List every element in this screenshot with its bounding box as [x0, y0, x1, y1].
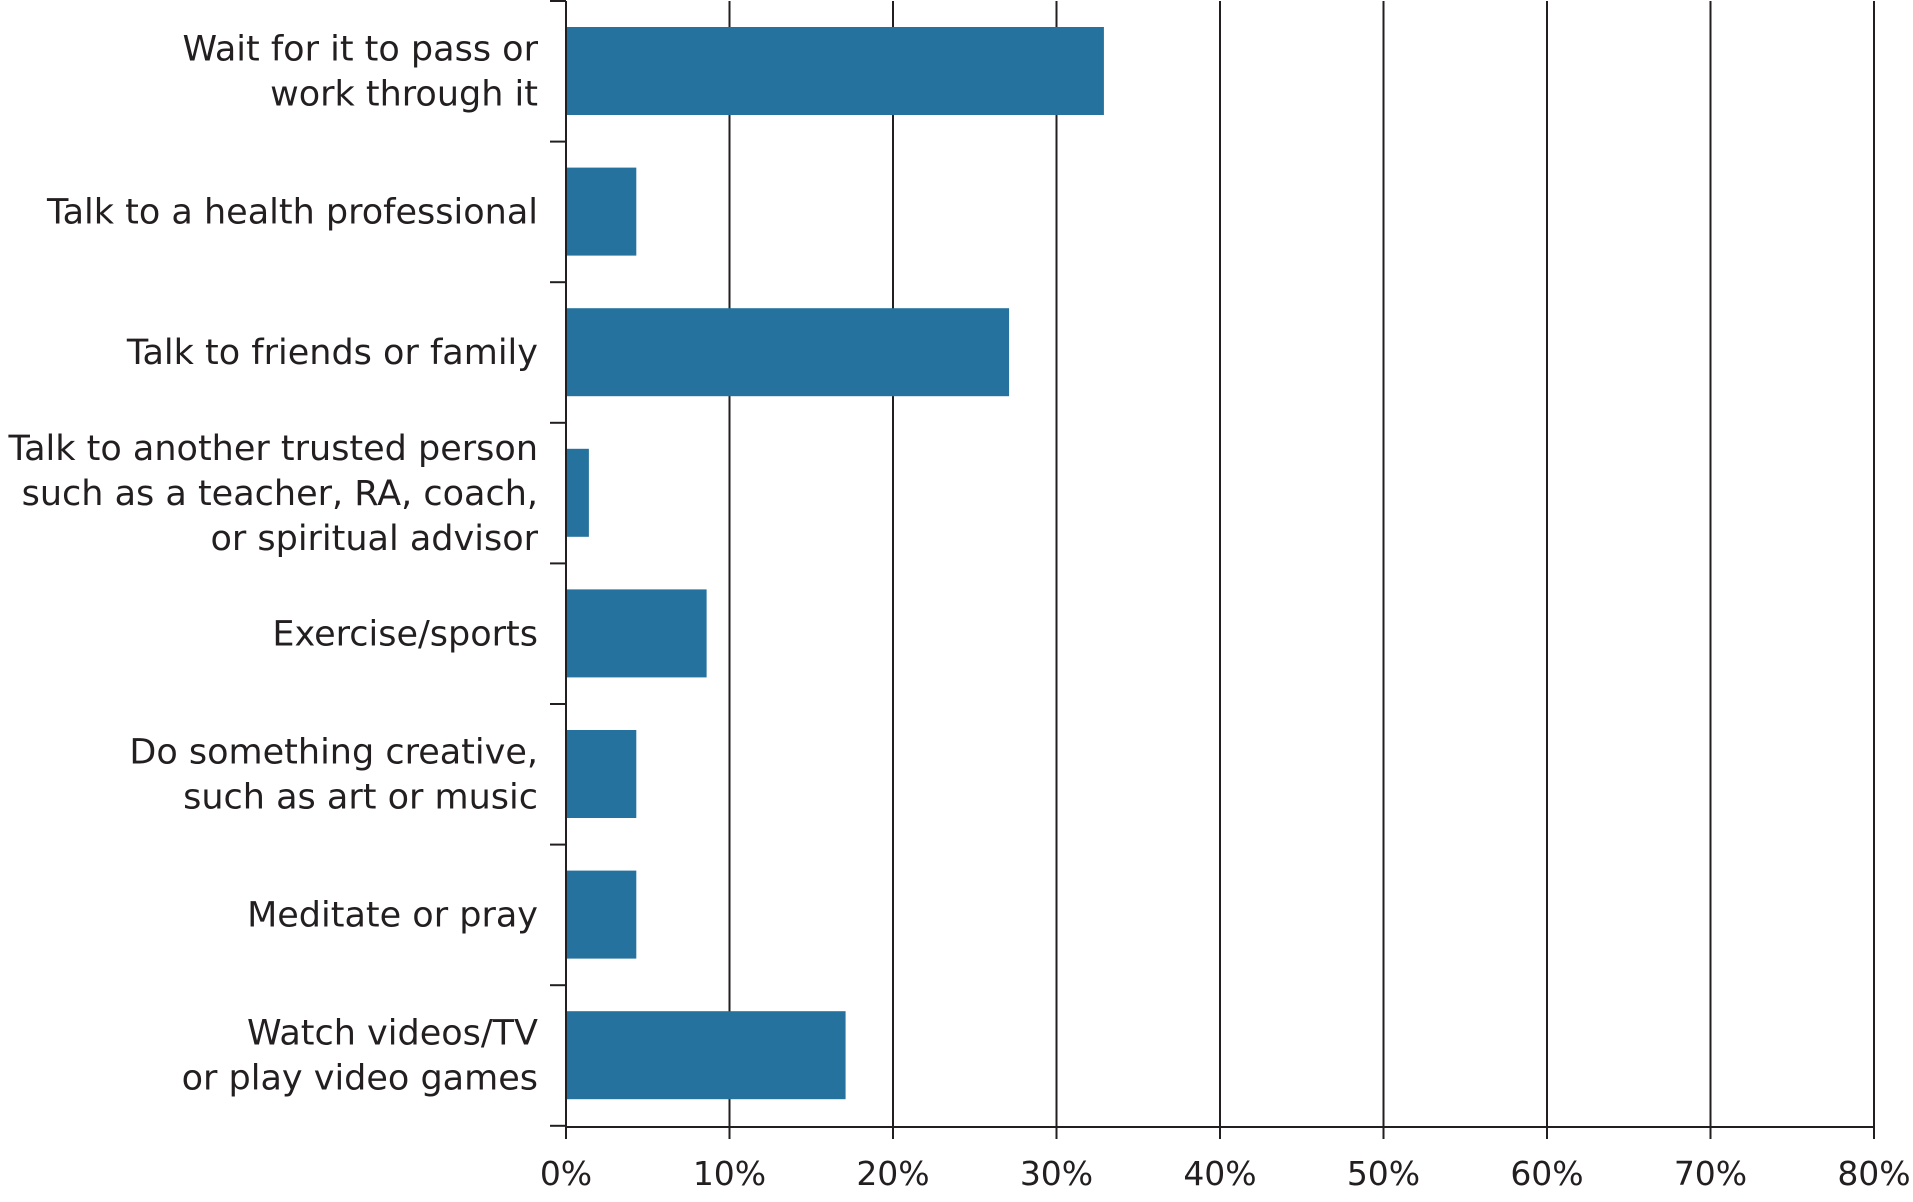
bar [567, 730, 637, 818]
x-tick-labels: 0% 10% 20% 30% 40% 50% 60% 70% 80% [540, 1154, 1911, 1193]
category-label: Talk to friends or family [126, 333, 538, 373]
x-tick-label: 80% [1837, 1154, 1910, 1193]
x-tick-label: 60% [1510, 1154, 1583, 1193]
x-tick-label: 30% [1020, 1154, 1093, 1193]
category-label: Exercise/sports [272, 614, 538, 654]
category-labels: Wait for it to pass or work through it Tal… [7, 30, 538, 1099]
category-label: Watch videos/TV or play video games [182, 1014, 538, 1099]
category-label: Talk to a health professional [46, 193, 538, 233]
bar [567, 870, 637, 959]
x-tick-label: 10% [693, 1154, 766, 1193]
bar [567, 308, 1010, 397]
category-label: Do something creative, such as art or mus… [129, 733, 538, 818]
bar [567, 589, 707, 678]
x-tick-label: 20% [856, 1154, 929, 1193]
bar [567, 448, 589, 537]
bar [567, 167, 637, 256]
x-tick-label: 70% [1674, 1154, 1747, 1193]
category-label: Wait for it to pass or work through it [182, 30, 538, 115]
category-label: Meditate or pray [247, 896, 538, 936]
axes [550, 0, 1875, 1139]
x-tick-label: 0% [540, 1154, 592, 1193]
bar [567, 27, 1104, 115]
category-label: Talk to another trusted person such as a … [7, 429, 538, 559]
x-tick-label: 40% [1183, 1154, 1256, 1193]
bars [567, 27, 1104, 1100]
bar [567, 1011, 846, 1100]
gridlines [728, 1, 1875, 1127]
x-tick-label: 50% [1347, 1154, 1420, 1193]
